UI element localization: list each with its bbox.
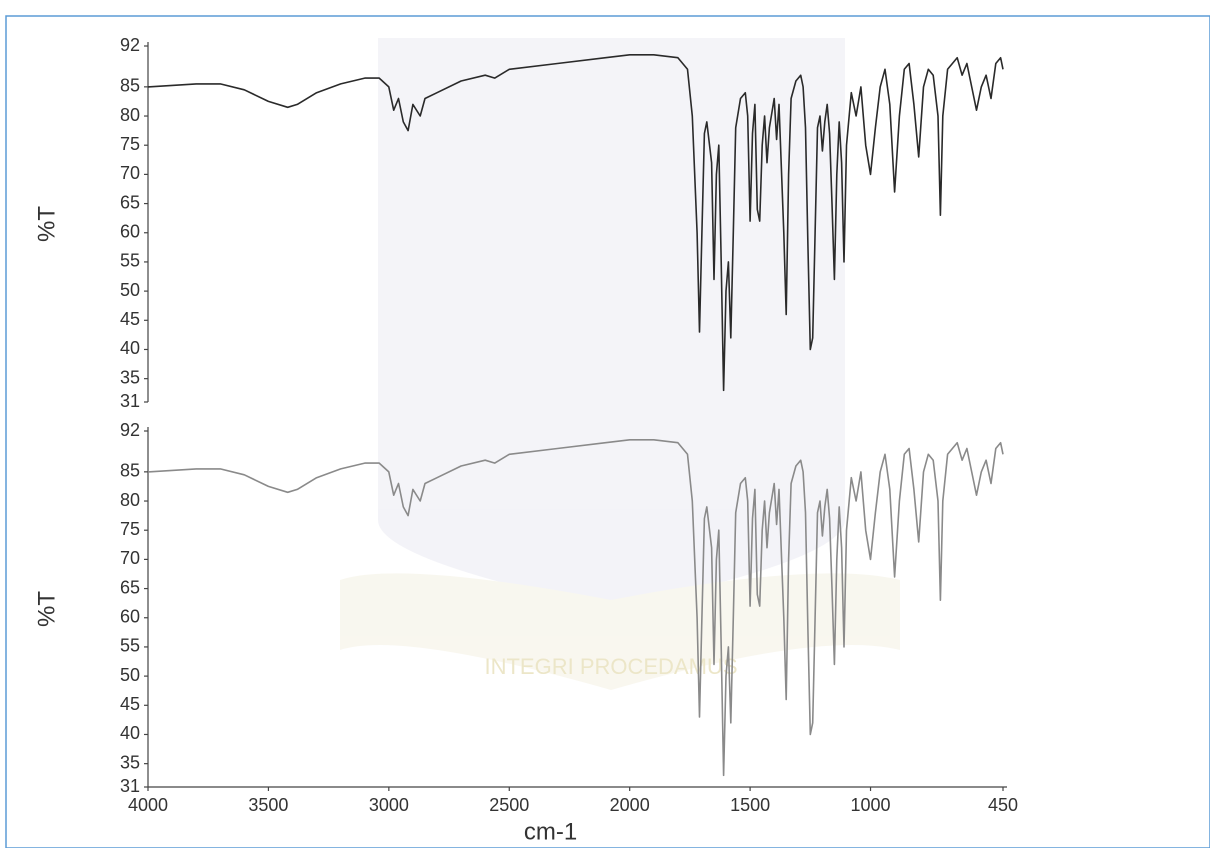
- y-tick-label: 75: [120, 134, 140, 154]
- x-tick-label: 1000: [851, 795, 891, 815]
- y-tick-label: 45: [120, 694, 140, 714]
- y-tick-label: 40: [120, 723, 140, 743]
- x-tick-label: 3500: [248, 795, 288, 815]
- y-tick-label: 85: [120, 76, 140, 96]
- y-tick-label: 45: [120, 309, 140, 329]
- y-tick-label: 80: [120, 105, 140, 125]
- x-tick-label: 3000: [369, 795, 409, 815]
- x-tick-label: 2000: [610, 795, 650, 815]
- y-tick-label: 55: [120, 251, 140, 271]
- x-tick-label: 4000: [128, 795, 168, 815]
- y-tick-label: 75: [120, 519, 140, 539]
- y-axis-label: %T: [33, 206, 60, 242]
- y-tick-label: 92: [120, 420, 140, 440]
- y-tick-label: 85: [120, 461, 140, 481]
- chart: INTEGRI PROCEDAMUS 31 35 40 45 50 55 60 65 70 75 8…: [0, 0, 1210, 848]
- x-tick-label: 2500: [489, 795, 529, 815]
- y-tick-label: 70: [120, 163, 140, 183]
- x-tick-label: 1500: [730, 795, 770, 815]
- y-tick-label: 65: [120, 577, 140, 597]
- y-tick-label: 80: [120, 490, 140, 510]
- watermark: INTEGRI PROCEDAMUS: [484, 654, 737, 679]
- y-tick-label: 60: [120, 222, 140, 242]
- y-tick-label: 92: [120, 35, 140, 55]
- y-tick-label: 35: [120, 752, 140, 772]
- y-tick-label: 55: [120, 636, 140, 656]
- y-tick-label: 50: [120, 280, 140, 300]
- x-tick-label: 450: [988, 795, 1018, 815]
- x-axis-label: cm-1: [524, 818, 577, 845]
- y-tick-label: 35: [120, 367, 140, 387]
- y-tick-label: 40: [120, 338, 140, 358]
- y-tick-label: 60: [120, 607, 140, 627]
- y-tick-label: 70: [120, 548, 140, 568]
- y-tick-label: 50: [120, 665, 140, 685]
- y-tick-label: 65: [120, 192, 140, 212]
- y-axis-label: %T: [33, 591, 60, 627]
- y-tick-label: 31: [120, 776, 140, 796]
- y-tick-label: 31: [120, 391, 140, 411]
